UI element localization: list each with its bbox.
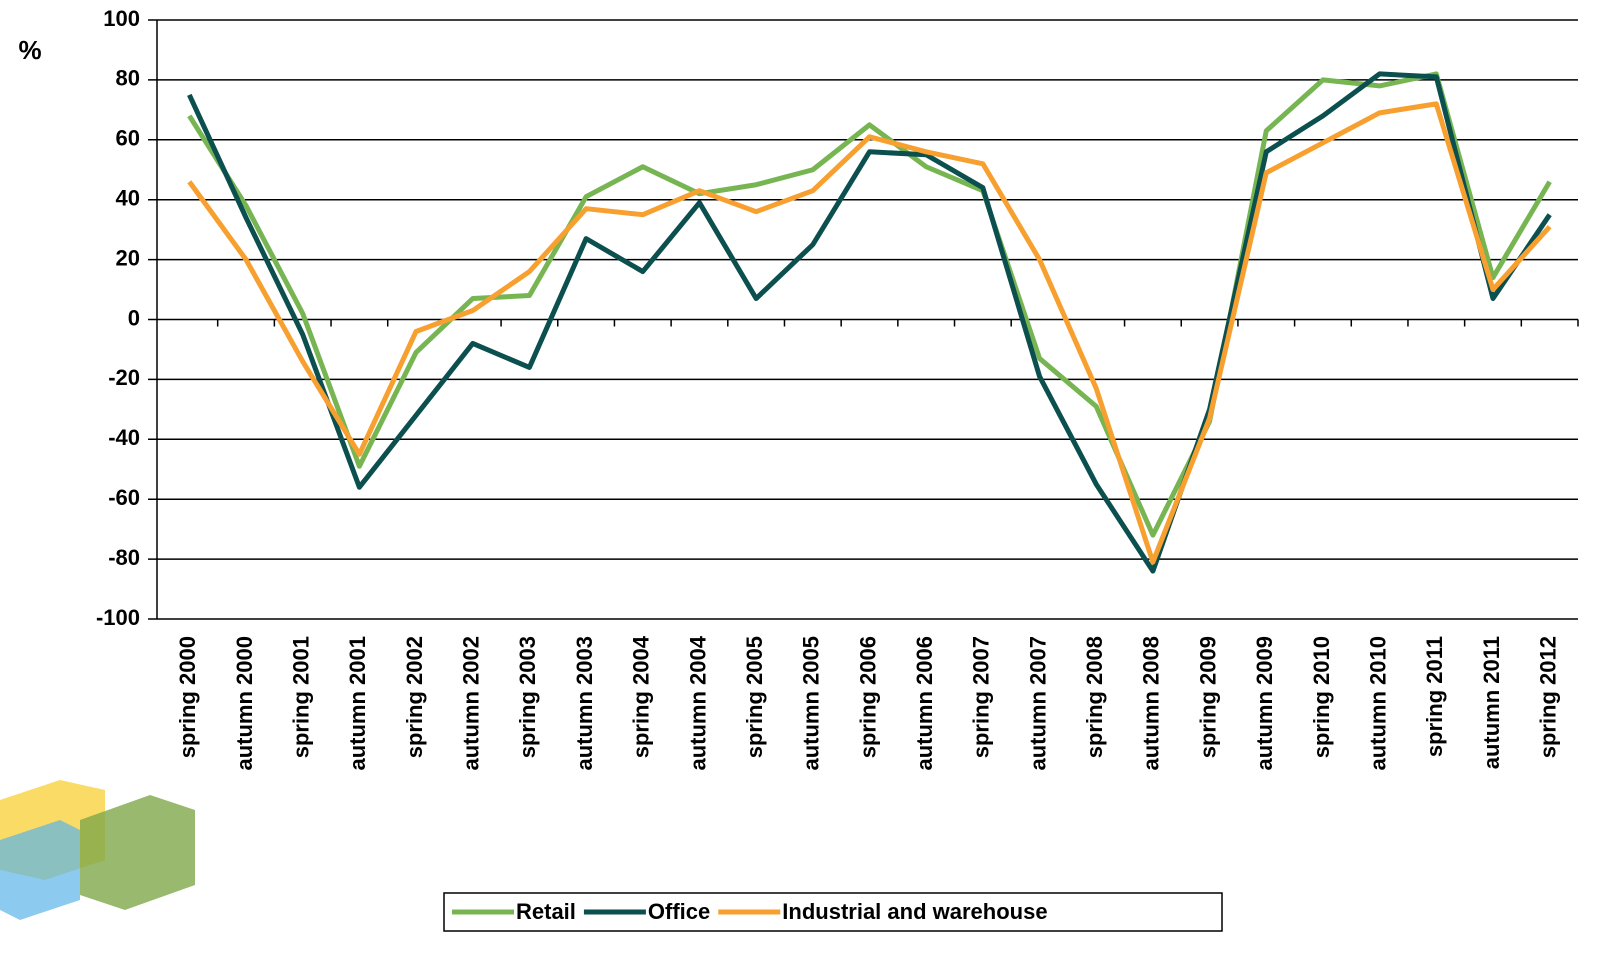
series-line [187,71,1552,574]
x-tick-label: autumn 2001 [345,636,370,771]
x-tick-label: spring 2002 [402,636,427,758]
x-tick-label: autumn 2009 [1252,636,1277,771]
x-tick-label: spring 2007 [969,636,994,758]
x-tick-label: spring 2004 [629,635,654,758]
x-tick-label: spring 2008 [1082,636,1107,758]
legend-label: Retail [516,899,576,924]
x-tick-label: autumn 2011 [1479,636,1504,769]
x-tick-label: autumn 2005 [799,636,824,771]
y-tick-label: 100 [103,6,140,31]
x-tick-label: autumn 2003 [572,636,597,771]
y-tick-label: 20 [116,245,140,270]
y-tick-label: -60 [108,485,140,510]
x-tick-label: spring 2012 [1535,636,1560,758]
y-tick-label: -100 [96,605,140,630]
x-tick-label: autumn 2004 [685,635,710,770]
x-tick-label: spring 2005 [742,636,767,758]
y-tick-label: -80 [108,545,140,570]
x-tick-label: autumn 2008 [1139,636,1164,771]
legend-label: Industrial and warehouse [782,899,1047,924]
logo [0,780,195,920]
series-line [187,101,1552,565]
x-tick-label: spring 2010 [1309,636,1334,758]
x-tick-label: spring 2003 [515,636,540,758]
x-tick-label: spring 2011 [1422,636,1447,757]
x-tick-label: spring 2006 [855,636,880,758]
x-tick-label: autumn 2000 [232,636,257,771]
y-tick-label: 40 [116,186,140,211]
legend-label: Office [648,899,710,924]
x-tick-label: autumn 2007 [1025,636,1050,771]
x-tick-label: autumn 2002 [459,636,484,771]
y-tick-label: -20 [108,365,140,390]
y-tick-label: 0 [128,305,140,330]
y-axis-label: % [18,35,41,65]
y-tick-label: -40 [108,425,140,450]
x-tick-label: spring 2000 [175,636,200,758]
x-tick-label: spring 2009 [1195,636,1220,758]
x-tick-label: autumn 2006 [912,636,937,771]
series-line [187,71,1552,538]
y-tick-label: 80 [116,66,140,91]
y-tick-label: 60 [116,126,140,151]
legend-box [443,892,1223,932]
x-tick-label: autumn 2010 [1365,636,1390,771]
x-tick-label: spring 2001 [289,636,314,758]
